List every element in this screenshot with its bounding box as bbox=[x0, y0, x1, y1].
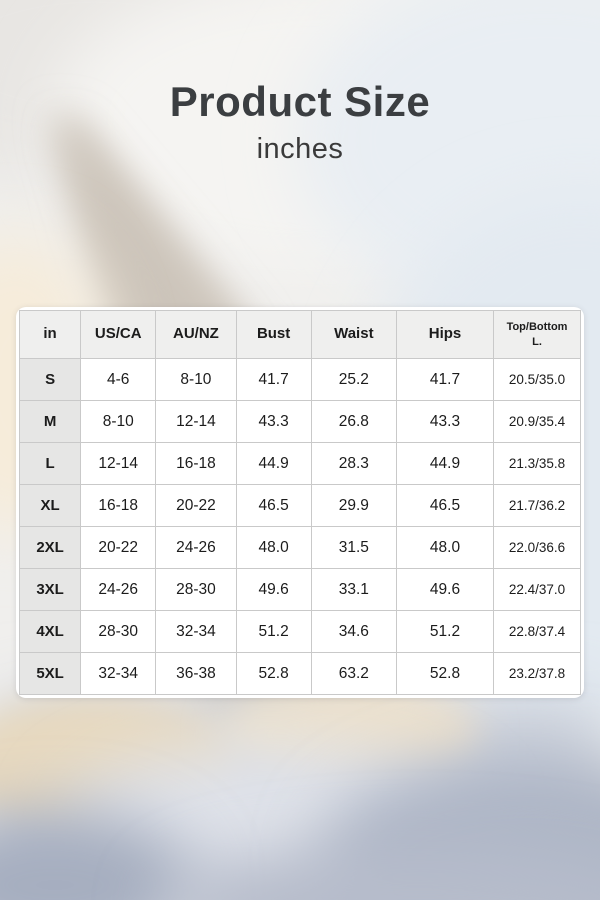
cell-m-bust: 43.3 bbox=[235, 400, 312, 443]
size-row-s: S 4-6 8-10 41.7 25.2 41.7 20.5/35.0 bbox=[18, 358, 581, 401]
column-header-top-bottom-l: Top/Bottom L. bbox=[493, 310, 581, 359]
cell-5xl-hips: 52.8 bbox=[395, 652, 495, 695]
cell-s-top-bottom-l: 20.5/35.0 bbox=[493, 358, 581, 401]
size-chart-table: in US/CA AU/NZ Bust Waist Hips Top/Bottom L. S… bbox=[18, 310, 581, 695]
size-row-l: L 12-14 16-18 44.9 28.3 44.9 21.3/35.8 bbox=[18, 442, 581, 485]
cell-4xl-waist: 34.6 bbox=[310, 610, 397, 653]
size-label-3xl: 3XL bbox=[18, 568, 82, 611]
cell-3xl-us-ca: 24-26 bbox=[80, 568, 157, 611]
cell-4xl-us-ca: 28-30 bbox=[80, 610, 157, 653]
size-row-5xl: 5XL 32-34 36-38 52.8 63.2 52.8 23.2/37.8 bbox=[18, 652, 581, 695]
cell-s-bust: 41.7 bbox=[235, 358, 312, 401]
cell-s-us-ca: 4-6 bbox=[80, 358, 157, 401]
cell-4xl-au-nz: 32-34 bbox=[155, 610, 237, 653]
cell-4xl-top-bottom-l: 22.8/37.4 bbox=[493, 610, 581, 653]
column-header-waist: Waist bbox=[310, 310, 397, 359]
cell-m-top-bottom-l: 20.9/35.4 bbox=[493, 400, 581, 443]
size-label-l: L bbox=[18, 442, 82, 485]
cell-l-waist: 28.3 bbox=[310, 442, 397, 485]
cell-xl-waist: 29.9 bbox=[310, 484, 397, 527]
cell-xl-bust: 46.5 bbox=[235, 484, 312, 527]
size-chart-card: in US/CA AU/NZ Bust Waist Hips Top/Bottom L. S… bbox=[16, 307, 584, 698]
cell-3xl-waist: 33.1 bbox=[310, 568, 397, 611]
cell-4xl-hips: 51.2 bbox=[395, 610, 495, 653]
size-row-m: M 8-10 12-14 43.3 26.8 43.3 20.9/35.4 bbox=[18, 400, 581, 443]
cell-s-au-nz: 8-10 bbox=[155, 358, 237, 401]
page-title: Product Size bbox=[169, 78, 431, 125]
size-label-4xl: 4XL bbox=[18, 610, 82, 653]
size-row-4xl: 4XL 28-30 32-34 51.2 34.6 51.2 22.8/37.4 bbox=[18, 610, 581, 653]
cell-xl-top-bottom-l: 21.7/36.2 bbox=[493, 484, 581, 527]
size-chart-header-row: in US/CA AU/NZ Bust Waist Hips Top/Bottom L. bbox=[18, 310, 581, 359]
size-label-m: M bbox=[18, 400, 82, 443]
cell-2xl-waist: 31.5 bbox=[310, 526, 397, 569]
cell-2xl-top-bottom-l: 22.0/36.6 bbox=[493, 526, 581, 569]
size-row-3xl: 3XL 24-26 28-30 49.6 33.1 49.6 22.4/37.0 bbox=[18, 568, 581, 611]
cell-5xl-waist: 63.2 bbox=[310, 652, 397, 695]
size-label-s: S bbox=[18, 358, 82, 401]
cell-m-au-nz: 12-14 bbox=[155, 400, 237, 443]
cell-3xl-top-bottom-l: 22.4/37.0 bbox=[493, 568, 581, 611]
cell-s-waist: 25.2 bbox=[310, 358, 397, 401]
size-label-2xl: 2XL bbox=[18, 526, 82, 569]
cell-m-us-ca: 8-10 bbox=[80, 400, 157, 443]
cell-4xl-bust: 51.2 bbox=[235, 610, 312, 653]
cell-xl-hips: 46.5 bbox=[395, 484, 495, 527]
cell-3xl-bust: 49.6 bbox=[235, 568, 312, 611]
cell-5xl-bust: 52.8 bbox=[235, 652, 312, 695]
cell-5xl-top-bottom-l: 23.2/37.8 bbox=[493, 652, 581, 695]
page-subtitle-unit: inches bbox=[256, 133, 344, 165]
size-row-2xl: 2XL 20-22 24-26 48.0 31.5 48.0 22.0/36.6 bbox=[18, 526, 581, 569]
cell-3xl-hips: 49.6 bbox=[395, 568, 495, 611]
cell-5xl-au-nz: 36-38 bbox=[155, 652, 237, 695]
size-label-5xl: 5XL bbox=[18, 652, 82, 695]
column-header-in: in bbox=[18, 310, 82, 359]
cell-m-hips: 43.3 bbox=[395, 400, 495, 443]
column-header-bust: Bust bbox=[235, 310, 312, 359]
cell-l-us-ca: 12-14 bbox=[80, 442, 157, 485]
cell-l-top-bottom-l: 21.3/35.8 bbox=[493, 442, 581, 485]
cell-l-au-nz: 16-18 bbox=[155, 442, 237, 485]
cell-5xl-us-ca: 32-34 bbox=[80, 652, 157, 695]
page-heading: Product Size inches bbox=[0, 78, 600, 166]
cell-2xl-hips: 48.0 bbox=[395, 526, 495, 569]
cell-xl-us-ca: 16-18 bbox=[80, 484, 157, 527]
column-header-hips: Hips bbox=[395, 310, 495, 359]
cell-2xl-us-ca: 20-22 bbox=[80, 526, 157, 569]
size-chart-body: S 4-6 8-10 41.7 25.2 41.7 20.5/35.0 M 8-10 12-14 4… bbox=[18, 358, 581, 695]
cell-l-bust: 44.9 bbox=[235, 442, 312, 485]
cell-m-waist: 26.8 bbox=[310, 400, 397, 443]
cell-3xl-au-nz: 28-30 bbox=[155, 568, 237, 611]
cell-l-hips: 44.9 bbox=[395, 442, 495, 485]
column-header-au-nz: AU/NZ bbox=[155, 310, 237, 359]
cell-2xl-bust: 48.0 bbox=[235, 526, 312, 569]
cell-xl-au-nz: 20-22 bbox=[155, 484, 237, 527]
size-label-xl: XL bbox=[18, 484, 82, 527]
cell-2xl-au-nz: 24-26 bbox=[155, 526, 237, 569]
column-header-us-ca: US/CA bbox=[80, 310, 157, 359]
cell-s-hips: 41.7 bbox=[395, 358, 495, 401]
size-row-xl: XL 16-18 20-22 46.5 29.9 46.5 21.7/36.2 bbox=[18, 484, 581, 527]
